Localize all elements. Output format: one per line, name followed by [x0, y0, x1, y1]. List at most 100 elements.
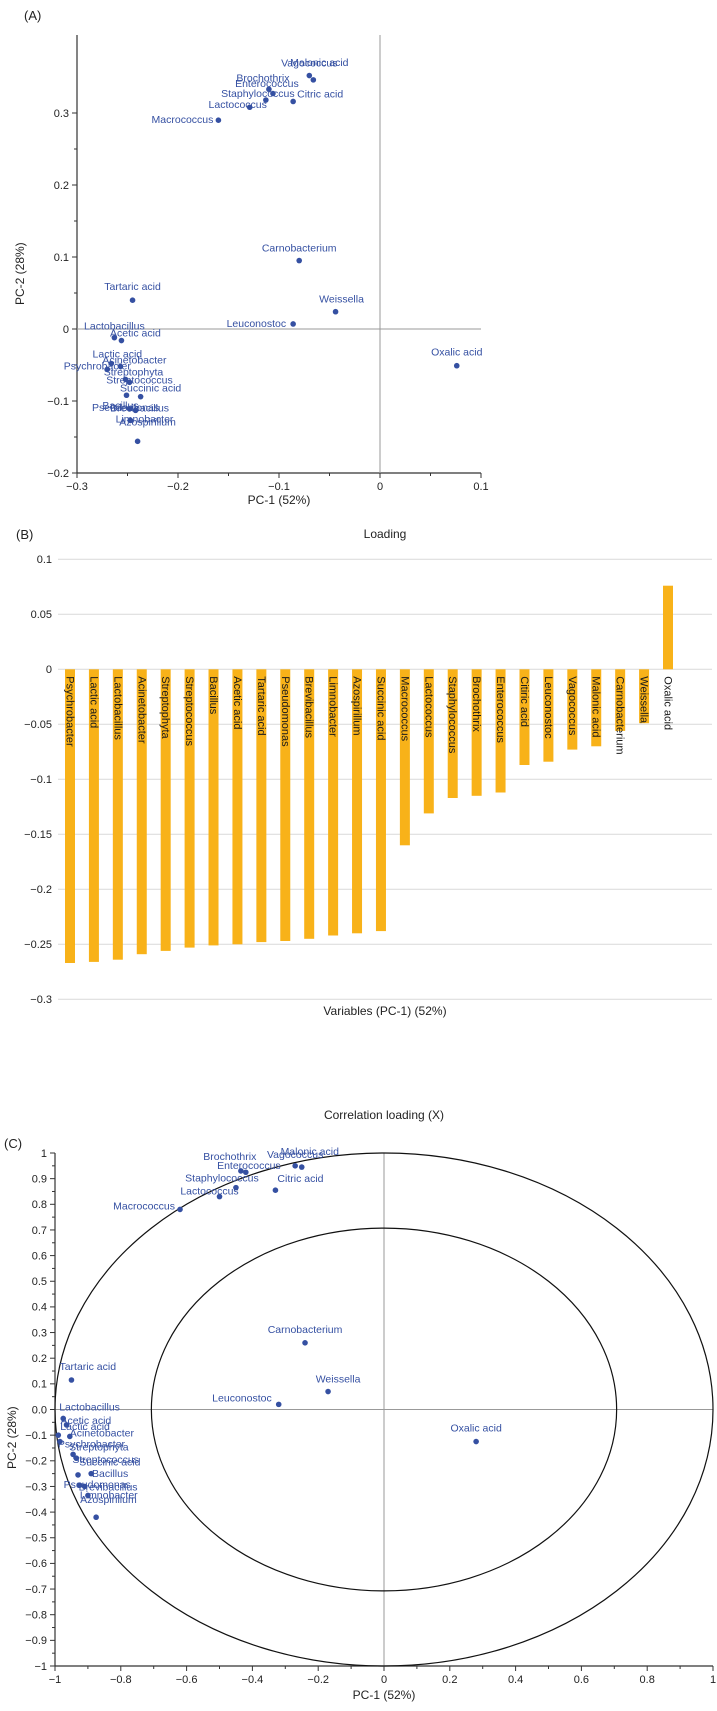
- point-label-azospirillum: Azospirillum: [119, 416, 176, 428]
- y-tick-label: −0.1: [25, 1430, 47, 1442]
- bar-label-macrococcus: Macrococcus: [398, 676, 410, 741]
- panel-c-y-axis-title: PC-2 (28%): [5, 1406, 19, 1469]
- point-label-macrococcus: Macrococcus: [113, 1200, 175, 1212]
- point-label-lactococcus: Lactococcus: [209, 99, 267, 111]
- bar-staphylococcus: [447, 669, 458, 798]
- bar-tartaric-acid: [256, 669, 267, 943]
- panel-a-x-axis-title: PC-1 (52%): [247, 493, 311, 507]
- data-point-succinic-acid: [137, 393, 144, 400]
- panel-c-tag: (C): [4, 1136, 23, 1151]
- bar-carnobacterium: [615, 669, 626, 731]
- bar-azospirillum: [352, 669, 363, 934]
- correlation-circle: [150, 1227, 618, 1592]
- bar-label-citiric-acid: Citiric acid: [518, 676, 530, 727]
- panel-a-y-axis-title: PC-2 (28%): [13, 242, 27, 305]
- y-tick-label: 0.1: [32, 1379, 47, 1391]
- data-point-carnobacterium: [302, 1340, 308, 1346]
- point-label-staphylococcus: Staphylococcus: [185, 1173, 259, 1185]
- point-label-bacillus: Bacillus: [102, 400, 138, 412]
- data-point-brochothrix: [270, 90, 276, 97]
- data-point-brevibacillus: [81, 1483, 88, 1490]
- data-point-lactococcus: [216, 1193, 223, 1200]
- data-point-lactobacillus: [60, 1415, 67, 1422]
- data-point-citric-acid: [290, 98, 296, 105]
- bar-weissella: [639, 669, 650, 724]
- y-tick-label: 0.5: [32, 1276, 47, 1288]
- data-point-staphylococcus: [263, 97, 269, 103]
- data-point-weissella: [325, 1388, 331, 1395]
- x-tick-label: −0.8: [110, 1674, 132, 1686]
- point-label-staphylococcus: Staphylococcus: [221, 88, 295, 100]
- bar-label-oxalic-acid: Oxalic acid: [662, 676, 674, 730]
- point-label-malonic-acid: Malonic acid: [281, 1146, 340, 1158]
- data-point-vagococcus: [292, 1163, 298, 1169]
- point-label-pseudomonas: Pseudomonas: [64, 1479, 131, 1491]
- bar-streptophyta: [160, 669, 171, 951]
- data-point-streptophyta: [122, 376, 129, 383]
- bar-label-leuconostoc: Leuconostoc: [542, 676, 554, 739]
- x-tick-label: 0.4: [508, 1674, 523, 1686]
- data-point-bacillus: [75, 1472, 81, 1478]
- bar-macrococcus: [399, 669, 410, 846]
- bar-citiric-acid: [519, 669, 530, 765]
- point-label-weissella: Weissella: [319, 294, 364, 306]
- x-tick-label: 0.1: [473, 481, 488, 493]
- y-tick-label: −0.05: [24, 719, 52, 731]
- point-label-carnobacterium: Carnobacterium: [268, 1324, 343, 1336]
- data-point-lactic-acid: [108, 360, 115, 367]
- point-label-streptococcus: Streptococcus: [72, 1454, 139, 1466]
- y-tick-label: 0.3: [32, 1327, 47, 1339]
- y-tick-label: −0.3: [30, 994, 52, 1006]
- bar-oxalic-acid: [663, 585, 673, 670]
- point-label-leuconostoc: Leuconostoc: [212, 1392, 272, 1404]
- x-tick-label: −0.1: [268, 481, 290, 493]
- point-label-lactobacillus: Lactobacillus: [84, 321, 145, 333]
- bar-pseudomonas: [280, 669, 291, 941]
- point-label-vagococcus: Vagococcus: [267, 1149, 323, 1161]
- point-label-malonic-acid: Malonic acid: [290, 57, 349, 69]
- data-point-malonic-acid: [310, 77, 317, 83]
- y-tick-label: −0.2: [47, 468, 69, 480]
- x-tick-label: 1: [710, 1674, 716, 1686]
- bar-psychrobacter: [65, 669, 75, 963]
- panel-a-tag: (A): [24, 8, 42, 23]
- point-label-weissella: Weissella: [316, 1374, 361, 1386]
- bar-label-staphylococcus: Staphylococcus: [446, 676, 458, 754]
- point-label-leuconostoc: Leuconostoc: [227, 318, 287, 330]
- y-tick-label: 0.9: [32, 1173, 47, 1185]
- y-tick-label: 0.05: [31, 609, 52, 621]
- point-label-citric-acid: Citric acid: [297, 88, 343, 100]
- point-label-succinic-acid: Succinic acid: [120, 383, 181, 395]
- data-point-tartaric-acid: [68, 1377, 75, 1383]
- bar-lactobacillus: [112, 669, 123, 960]
- data-point-lactococcus: [246, 104, 253, 111]
- y-tick-label: −1: [34, 1661, 47, 1673]
- data-point-oxalic-acid: [453, 362, 460, 369]
- point-label-acetic-acid: Acetic acid: [110, 328, 161, 340]
- x-tick-label: 0.2: [442, 1674, 457, 1686]
- data-point-limnobacter: [127, 417, 134, 424]
- y-tick-label: −0.9: [25, 1635, 47, 1647]
- y-tick-label: 0.1: [37, 554, 52, 566]
- y-tick-label: −0.1: [30, 774, 52, 786]
- data-point-citric-acid: [272, 1187, 279, 1193]
- data-point-streptophyta: [70, 1451, 76, 1458]
- point-label-pseudomonas: Pseudomonas: [92, 402, 159, 414]
- bar-label-bacillus: Bacillus: [207, 676, 219, 714]
- x-tick-label: −0.6: [176, 1674, 198, 1686]
- y-tick-label: −0.7: [25, 1584, 47, 1596]
- bar-acinetobacter: [136, 669, 147, 955]
- bar-label-malonic-acid: Malonic acid: [590, 676, 602, 737]
- bar-label-tartaric-acid: Tartaric acid: [255, 676, 267, 735]
- y-tick-label: 0.8: [32, 1199, 47, 1211]
- point-label-streptococcus: Streptococcus: [106, 374, 173, 386]
- data-point-leuconostoc: [275, 1401, 282, 1408]
- point-label-lactococcus: Lactococcus: [180, 1186, 238, 1198]
- panel-b-tag: (B): [16, 527, 34, 542]
- point-label-brevibacillus: Brevibacillus: [110, 402, 169, 414]
- bar-succinic-acid: [375, 669, 386, 932]
- bar-label-azospirillum: Azospirillum: [351, 676, 363, 735]
- x-tick-label: 0: [377, 481, 383, 493]
- point-label-azospirillum: Azospirillum: [80, 1494, 137, 1506]
